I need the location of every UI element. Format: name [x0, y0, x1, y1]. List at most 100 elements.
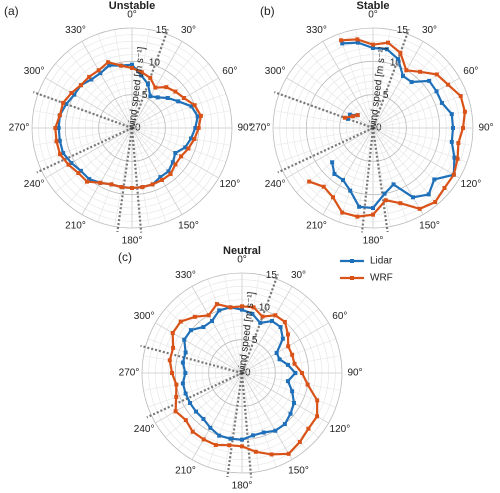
- marker: [186, 146, 191, 151]
- marker: [341, 177, 345, 182]
- sector-line: [116, 127, 134, 233]
- marker: [179, 154, 184, 159]
- marker: [269, 452, 274, 457]
- marker: [240, 304, 244, 309]
- marker: [411, 195, 415, 200]
- marker: [347, 112, 352, 117]
- marker: [274, 351, 279, 355]
- minor-spoke: [372, 93, 468, 129]
- theta-tick-label: 120°: [461, 179, 482, 190]
- marker: [321, 184, 326, 189]
- marker: [119, 185, 124, 190]
- marker: [170, 331, 175, 335]
- marker: [178, 319, 183, 324]
- theta-tick-label: 270°: [9, 123, 30, 134]
- marker: [449, 112, 454, 117]
- marker: [240, 437, 244, 442]
- theta-grid: [372, 127, 424, 215]
- marker: [342, 115, 347, 120]
- marker: [251, 305, 256, 310]
- theta-tick-label: 150°: [288, 466, 309, 477]
- marker: [72, 92, 77, 97]
- marker: [87, 177, 92, 182]
- legend-marker: [350, 276, 354, 280]
- theta-grid: [241, 372, 329, 424]
- marker: [286, 451, 291, 456]
- minor-spoke: [55, 127, 133, 193]
- marker: [282, 422, 287, 427]
- chart-title: Neutral: [223, 245, 261, 257]
- marker: [66, 162, 71, 167]
- marker: [174, 382, 179, 387]
- marker: [228, 436, 233, 441]
- marker: [345, 116, 350, 121]
- minor-spoke: [131, 127, 231, 146]
- minor-spoke: [338, 127, 374, 223]
- marker: [210, 319, 214, 324]
- legend-label: WRF: [370, 273, 393, 284]
- marker: [306, 426, 311, 431]
- r-tick-label: 5: [142, 90, 148, 101]
- minor-spoke: [241, 372, 260, 472]
- marker: [148, 94, 153, 99]
- marker: [165, 96, 170, 101]
- marker: [217, 308, 222, 313]
- marker: [85, 179, 90, 184]
- marker: [158, 175, 163, 180]
- marker: [286, 344, 291, 349]
- marker: [291, 401, 296, 405]
- marker: [148, 75, 153, 80]
- minor-spoke: [165, 372, 243, 438]
- marker: [371, 206, 375, 210]
- minor-spoke: [143, 355, 243, 374]
- sector-line: [146, 372, 243, 419]
- theta-tick-label: 120°: [330, 424, 351, 435]
- chart-title: Unstable: [109, 0, 155, 12]
- marker: [198, 113, 203, 118]
- minor-spoke: [241, 308, 319, 374]
- marker: [456, 141, 461, 146]
- marker: [340, 41, 345, 46]
- sector-line: [371, 28, 410, 129]
- theta-tick-label: 60°: [222, 66, 237, 77]
- sector-line: [240, 372, 253, 478]
- theta-tick-label: 330°: [306, 25, 327, 36]
- theta-grid: [286, 77, 374, 129]
- minor-spoke: [131, 51, 197, 129]
- sector-line: [130, 127, 143, 233]
- marker: [350, 114, 355, 119]
- theta-tick-label: 150°: [178, 221, 199, 232]
- marker: [160, 177, 164, 182]
- marker: [292, 361, 297, 366]
- theta-tick-label: 300°: [265, 66, 286, 77]
- marker: [426, 192, 431, 197]
- marker: [240, 307, 244, 312]
- minor-spoke: [131, 127, 227, 163]
- marker: [409, 80, 414, 85]
- minor-spoke: [67, 51, 133, 129]
- panel-label: (c): [118, 250, 132, 264]
- theta-tick-label: 0°: [368, 10, 378, 21]
- marker: [189, 104, 194, 109]
- r-tick-label: 15: [156, 25, 168, 36]
- minor-spoke: [241, 372, 337, 408]
- polar-chart: 0510150°30°60°90°120°150°180°210°240°270…: [250, 0, 494, 247]
- marker: [307, 179, 312, 184]
- series-line: [168, 302, 319, 456]
- minor-spoke: [241, 372, 341, 391]
- minor-spoke: [37, 127, 133, 163]
- sector-line: [36, 127, 133, 174]
- marker: [357, 204, 362, 209]
- minor-spoke: [143, 372, 243, 391]
- theta-grid: [45, 77, 133, 129]
- marker: [183, 371, 188, 375]
- theta-tick-label: 90°: [478, 123, 493, 134]
- minor-spoke: [372, 29, 391, 129]
- minor-spoke: [355, 29, 374, 129]
- marker: [192, 314, 197, 319]
- marker: [78, 83, 83, 88]
- minor-spoke: [338, 33, 374, 129]
- series-wrap: [357, 38, 374, 46]
- polar-chart: 0510150°30°60°90°120°150°180°210°240°270…: [4, 0, 253, 247]
- marker: [182, 337, 187, 342]
